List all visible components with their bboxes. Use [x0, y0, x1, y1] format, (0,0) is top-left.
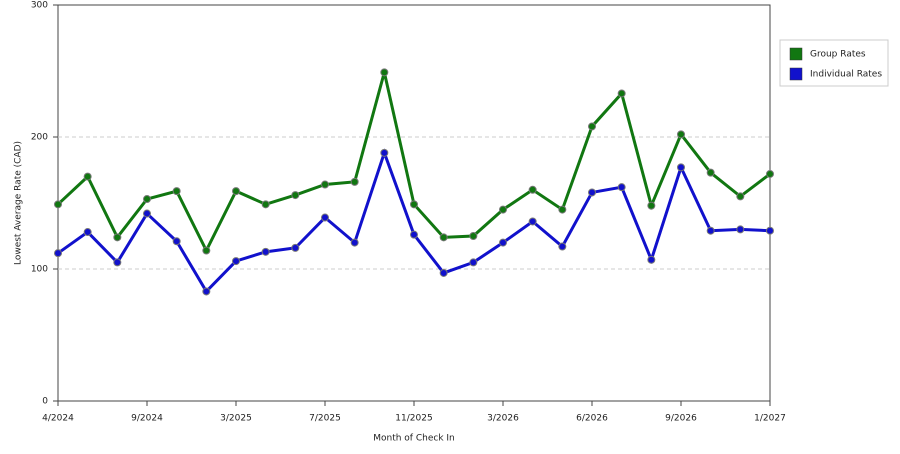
data-point	[766, 169, 774, 178]
data-point	[291, 191, 300, 200]
data-point	[143, 195, 151, 204]
data-point	[439, 233, 448, 242]
data-point	[380, 148, 389, 157]
x-axis-label: Month of Check In	[373, 434, 455, 444]
data-point	[380, 68, 389, 77]
data-point	[439, 268, 448, 277]
legend-label: Group Rates	[810, 50, 866, 60]
data-point	[202, 287, 211, 296]
data-point	[143, 209, 151, 218]
x-tick-label: 9/2026	[665, 414, 697, 424]
data-point	[617, 89, 626, 98]
data-point	[232, 187, 240, 196]
x-tick-label: 3/2026	[487, 414, 519, 424]
data-point	[647, 255, 656, 264]
data-point	[202, 246, 211, 255]
data-point	[706, 226, 715, 235]
data-point	[54, 200, 62, 209]
data-point	[83, 228, 92, 237]
data-point	[469, 258, 478, 267]
data-point	[113, 258, 122, 267]
legend-swatch	[789, 47, 803, 61]
data-point	[617, 183, 626, 192]
data-point	[558, 242, 567, 251]
x-tick-label: 11/2025	[395, 414, 432, 424]
data-point	[172, 237, 181, 246]
data-point	[588, 122, 596, 131]
y-tick-label: 100	[31, 265, 48, 275]
data-point	[321, 180, 329, 189]
y-tick-label: 200	[31, 133, 48, 143]
data-point	[677, 163, 685, 172]
data-point	[410, 200, 418, 209]
data-point	[232, 257, 240, 266]
data-point	[677, 130, 685, 139]
data-point	[172, 187, 181, 196]
data-point	[499, 205, 507, 214]
y-tick-label: 0	[42, 397, 48, 407]
data-point	[766, 226, 774, 235]
data-point	[350, 238, 359, 247]
legend-swatch	[789, 67, 803, 81]
data-point	[499, 238, 507, 247]
data-point	[410, 230, 418, 239]
data-point	[588, 188, 596, 197]
data-point	[736, 225, 745, 234]
data-point	[350, 177, 359, 186]
x-tick-label: 4/2024	[42, 414, 74, 424]
x-tick-label: 9/2024	[131, 414, 163, 424]
data-point	[706, 168, 715, 177]
data-point	[261, 200, 270, 209]
data-point	[528, 185, 537, 194]
x-tick-label: 6/2026	[576, 414, 608, 424]
y-axis-label: Lowest Average Rate (CAD)	[14, 141, 24, 265]
legend-label: Individual Rates	[810, 70, 882, 80]
data-point	[54, 249, 62, 258]
data-point	[528, 217, 537, 226]
data-point	[469, 232, 478, 240]
data-point	[558, 205, 567, 214]
data-point	[291, 243, 300, 252]
x-tick-label: 3/2025	[220, 414, 252, 424]
data-point	[647, 201, 656, 210]
data-point	[736, 192, 745, 201]
data-point	[113, 233, 122, 242]
x-tick-label: 7/2025	[309, 414, 341, 424]
data-point	[321, 213, 329, 222]
data-point	[261, 247, 270, 256]
x-tick-label: 1/2027	[754, 414, 786, 424]
data-point	[83, 172, 92, 181]
y-tick-label: 300	[31, 1, 48, 11]
